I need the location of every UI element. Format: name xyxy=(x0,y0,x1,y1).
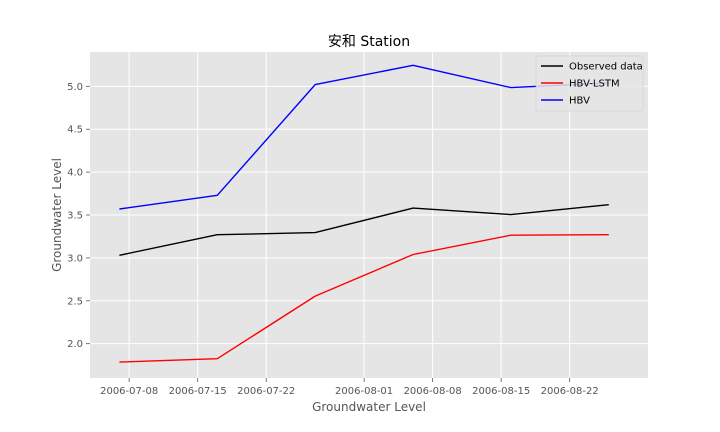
series-line-0 xyxy=(119,204,609,256)
legend: Observed data HBV-LSTM HBV xyxy=(535,55,644,112)
y-tick-label: 3.5 xyxy=(67,211,83,222)
legend-label-2: HBV xyxy=(569,96,590,107)
grid xyxy=(90,52,648,378)
x-ticks: 2006-07-08 2006-07-15 2006-07-22 2006-08-01… xyxy=(100,378,599,397)
x-tick-label: 2006-08-15 xyxy=(472,386,530,397)
series-line-1 xyxy=(119,234,609,363)
y-tick-label: 2.0 xyxy=(67,339,83,350)
x-tick-label: 2006-07-15 xyxy=(169,386,227,397)
x-tick-label: 2006-07-08 xyxy=(100,386,158,397)
x-tick-label: 2006-07-22 xyxy=(237,386,295,397)
x-tick-label: 2006-08-22 xyxy=(541,386,599,397)
legend-label-1: HBV-LSTM xyxy=(569,79,620,90)
y-tick-label: 3.0 xyxy=(67,253,83,264)
y-tick-label: 5.0 xyxy=(67,82,83,93)
y-tick-label: 4.0 xyxy=(67,168,83,179)
legend-box xyxy=(535,55,644,112)
series-line-2 xyxy=(119,64,609,210)
x-tick-label: 2006-08-08 xyxy=(404,386,462,397)
y-ticks: 2.0 2.5 3.0 3.5 4.0 4.5 5.0 xyxy=(67,82,90,350)
y-axis-label: Groundwater Level xyxy=(50,158,64,272)
y-tick-label: 2.5 xyxy=(67,296,83,307)
x-axis-label: Groundwater Level xyxy=(312,400,426,414)
chart-title: 安和 Station xyxy=(328,34,410,50)
y-tick-label: 4.5 xyxy=(67,125,83,136)
series-lines xyxy=(119,64,609,363)
x-tick-label: 2006-08-01 xyxy=(335,386,393,397)
legend-label-0: Observed data xyxy=(569,62,643,73)
